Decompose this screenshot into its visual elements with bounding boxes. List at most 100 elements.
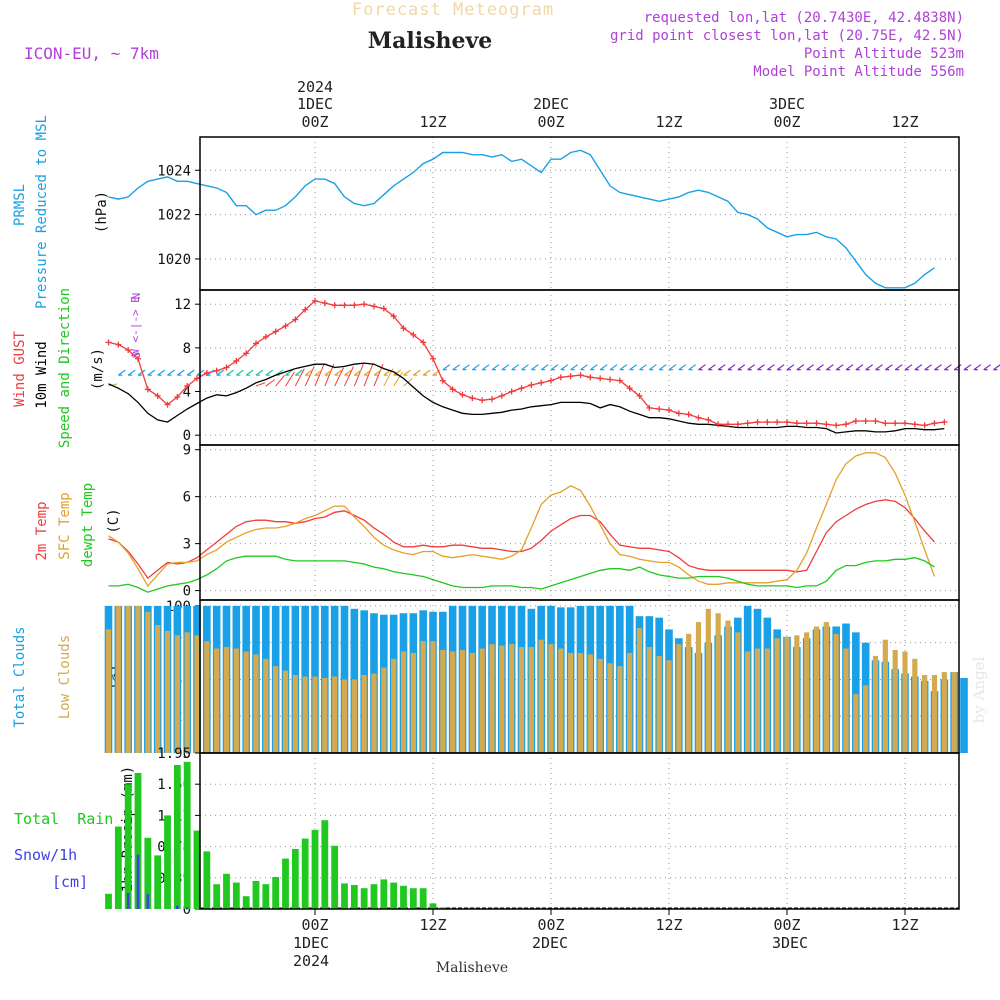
credit-watermark: by Angel <box>970 656 988 723</box>
top-hour-2: 12Z <box>419 113 446 131</box>
top-hour-4: 12Z <box>655 113 682 131</box>
top-year: 2024 <box>297 78 333 96</box>
wind-arrow <box>737 364 746 371</box>
low-cloud-bar <box>666 660 672 753</box>
low-cloud-bar <box>853 694 859 753</box>
low-cloud-bar <box>548 644 554 753</box>
bottom-date-1: 1DEC <box>293 934 329 952</box>
gust-point <box>272 328 279 335</box>
gust-point <box>302 306 309 313</box>
low-cloud-bar <box>410 652 416 753</box>
wind-hatch <box>353 364 364 387</box>
wind-arrow <box>127 369 136 376</box>
wind-arrow <box>294 369 303 376</box>
snow-bar <box>176 905 179 909</box>
pressure-ytick-label: 1024 <box>157 163 191 179</box>
wind-arrow <box>825 364 834 371</box>
low-cloud-bar <box>931 675 938 753</box>
low-cloud-bar <box>351 679 357 753</box>
low-cloud-bar <box>764 648 770 753</box>
low-cloud-bar <box>823 622 829 753</box>
low-cloud-bar <box>863 685 869 753</box>
wind-arrow <box>570 364 579 371</box>
gust-point <box>921 422 928 429</box>
gust-point <box>734 421 741 428</box>
gust-point <box>587 374 594 381</box>
wind-arrow <box>835 364 844 371</box>
compass-we: W <-|-> E <box>129 296 142 356</box>
gust-point <box>902 420 908 427</box>
bottom-hour-2: 12Z <box>419 916 446 934</box>
low-cloud-bar <box>607 663 613 753</box>
pressure-ytick-label: 1022 <box>157 208 191 224</box>
wind-hatch <box>344 366 354 387</box>
rain-bar <box>439 907 447 909</box>
low-cloud-bar <box>263 658 269 753</box>
bottom-hour-6: 12Z <box>891 916 918 934</box>
bottom-hour-1: 00Z <box>301 916 328 934</box>
top-hour-1: 00Z <box>301 113 328 131</box>
gust-point <box>754 419 761 426</box>
gust-point <box>203 369 210 376</box>
low-cloud-bar <box>322 677 328 753</box>
pressure-labels: PRMSL Pressure Reduced to MSL (hPa) <box>12 115 110 309</box>
low-cloud-bar <box>577 652 584 753</box>
temp-line-2 <box>108 555 935 593</box>
wind-arrow <box>530 364 539 371</box>
temp-label-3: dewpt Temp <box>80 483 96 567</box>
low-cloud-bar <box>164 630 171 753</box>
wind-arrow <box>521 364 529 371</box>
low-cloud-bar <box>155 625 161 753</box>
wind-arrow <box>599 364 608 371</box>
wind-arrow <box>993 364 1000 371</box>
gust-point <box>135 355 141 362</box>
gust-point <box>154 392 161 399</box>
wind-hatch <box>255 382 266 387</box>
rain-bar <box>370 884 378 909</box>
low-cloud-bar <box>381 667 387 753</box>
wind-arrow <box>589 364 598 371</box>
gust-point <box>862 417 869 424</box>
rain-bar <box>380 879 388 909</box>
rain-bar <box>409 888 417 909</box>
rain-bar <box>154 855 162 909</box>
wind-arrow <box>796 364 805 371</box>
rain-bar <box>105 893 112 909</box>
wind-arrow <box>934 364 942 371</box>
wind-arrow <box>855 364 864 371</box>
gust-point <box>852 417 859 424</box>
wind-hatch <box>285 371 295 387</box>
low-cloud-bar <box>558 648 564 753</box>
low-cloud-bar <box>922 675 928 753</box>
wind-arrow <box>904 364 913 371</box>
wind-arrow <box>845 364 854 371</box>
gust-point <box>430 355 436 362</box>
wind-arrow <box>707 364 716 371</box>
wind-arrow <box>304 369 313 376</box>
pressure-panel: 1020 1022 1024 <box>108 136 960 291</box>
pressure-ytick-label: 1020 <box>157 252 191 268</box>
cloud-label-1: Total Clouds <box>12 626 28 727</box>
low-cloud-bar <box>627 652 633 753</box>
top-date-1: 1DEC <box>297 95 333 113</box>
gust-point <box>194 375 200 382</box>
rain-bar <box>164 815 171 909</box>
rain-bar <box>331 845 339 909</box>
wind-arrow <box>265 369 274 376</box>
low-cloud-bar <box>184 632 190 753</box>
low-cloud-bar <box>735 632 741 753</box>
low-cloud-bar <box>391 658 397 753</box>
temp-line-0 <box>108 499 935 580</box>
gust-point <box>144 386 151 393</box>
rain-bar <box>193 830 201 909</box>
wind-hatch <box>334 367 345 387</box>
gust-point <box>508 388 515 395</box>
wind-arrow <box>668 364 677 371</box>
rain-bar <box>262 884 270 909</box>
gust-point <box>872 417 879 424</box>
wind-ytick-label: 0 <box>183 428 191 444</box>
gust-point <box>725 421 731 428</box>
low-cloud-bar <box>105 629 112 753</box>
wind-arrow <box>403 369 411 376</box>
